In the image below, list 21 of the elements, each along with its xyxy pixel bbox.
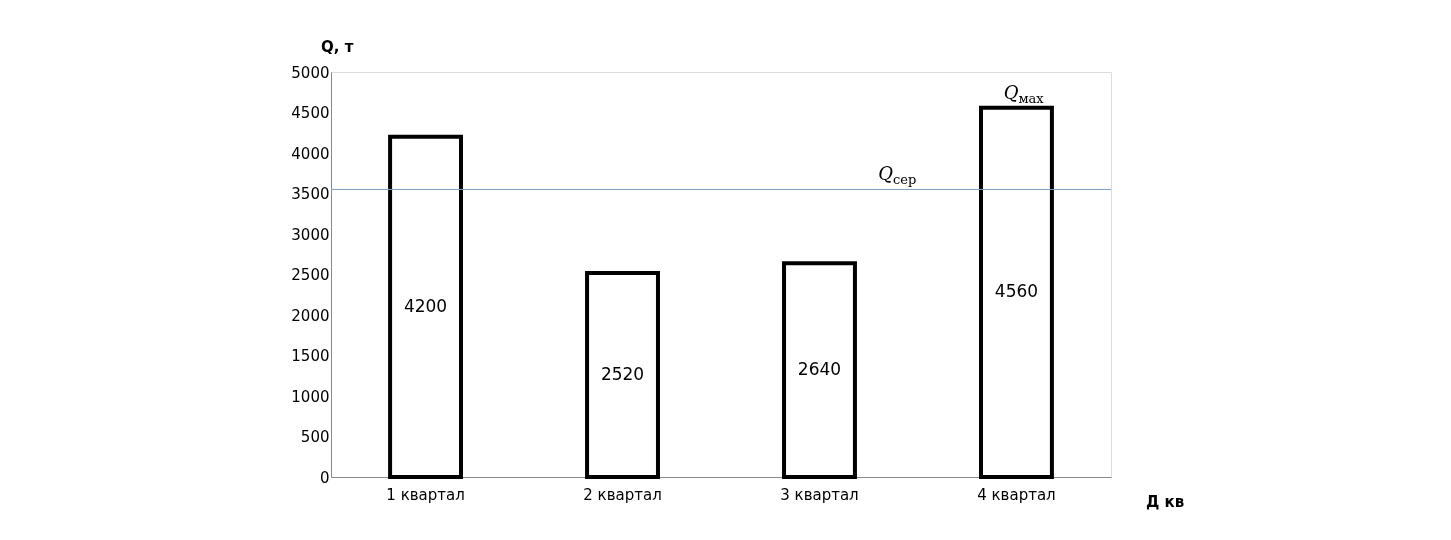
y-tick-label: 2000: [291, 306, 330, 325]
data-label: 2640: [797, 359, 842, 380]
y-tick-label: 1500: [291, 347, 330, 365]
data-label: 2520: [600, 363, 645, 384]
x-tick-label: 3 квартал: [780, 485, 859, 504]
y-tick-label: 500: [300, 428, 330, 446]
y-tick-label: 3500: [291, 185, 330, 203]
data-label: 4200: [403, 295, 448, 316]
x-tick-label: 2 квартал: [583, 485, 662, 504]
data-label: 4560: [994, 281, 1039, 302]
y-tick-label: 5000: [291, 63, 330, 82]
y-tick-label: 4000: [291, 144, 330, 163]
x-tick-label: 1 квартал: [386, 485, 465, 504]
y-tick-label: 0: [319, 468, 330, 487]
x-tick-label: 4 квартал: [977, 485, 1056, 504]
y-tick-label: 3000: [291, 225, 330, 244]
y-tick-label: 1000: [291, 387, 330, 406]
y-tick-label: 2500: [291, 266, 330, 284]
x-axis-title: Д кв: [1146, 493, 1185, 511]
y-tick-label: 4500: [291, 104, 330, 122]
y-axis-title: Q, т: [321, 38, 354, 56]
